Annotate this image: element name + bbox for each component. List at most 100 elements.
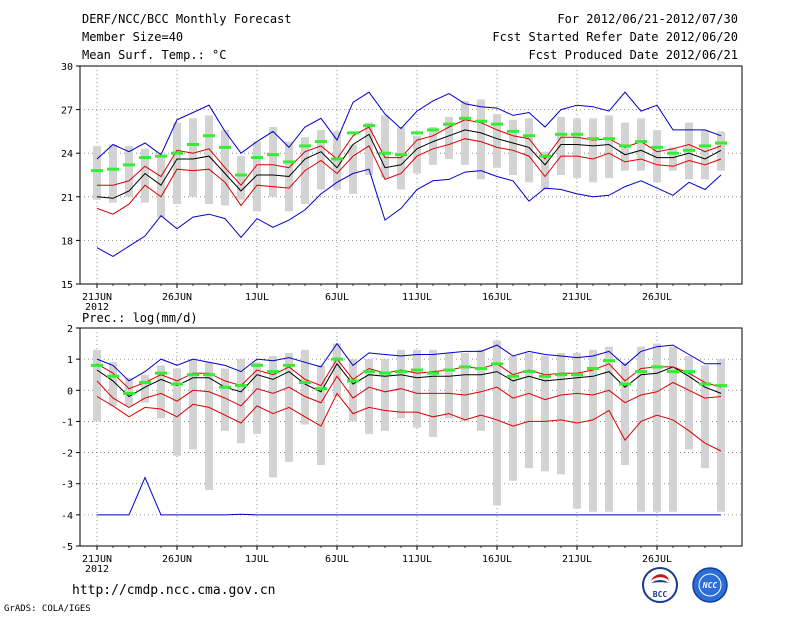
- marker-dash: [331, 357, 343, 361]
- x-year-label: 2012: [85, 564, 109, 575]
- spread-box: [381, 359, 389, 431]
- spread-box: [461, 100, 469, 165]
- outer_low-line: [97, 476, 721, 516]
- marker-dash: [187, 373, 199, 377]
- spread-box: [461, 352, 469, 422]
- inner_low-line: [96, 375, 722, 408]
- marker-dash: [459, 116, 471, 120]
- marker-dash: [123, 163, 135, 167]
- marker-dash: [171, 382, 183, 386]
- marker-dash: [443, 368, 455, 372]
- spread-box: [413, 349, 421, 428]
- ncc-logo-inner: [698, 573, 722, 597]
- spread-box: [541, 356, 549, 472]
- marker-dash: [251, 363, 263, 367]
- x-year-label: 2012: [85, 302, 109, 313]
- x-tick-label: 16JUL: [482, 292, 512, 303]
- spread-box: [125, 145, 133, 197]
- spread-box: [653, 343, 661, 512]
- spread-box: [573, 118, 581, 178]
- marker-dash: [219, 385, 231, 389]
- marker-dash: [91, 363, 103, 367]
- marker-dash: [699, 382, 711, 386]
- spread-box: [717, 359, 725, 512]
- spread-box: [125, 377, 133, 406]
- x-tick-label: 26JUL: [642, 554, 672, 565]
- x-tick-label: 1JUL: [245, 554, 269, 565]
- x-tick-label: 21JUL: [562, 554, 592, 565]
- marker-dash: [427, 128, 439, 132]
- marker-dash: [155, 371, 167, 375]
- spread-box: [269, 356, 277, 478]
- spread-box: [365, 359, 373, 434]
- spread-box: [173, 368, 181, 456]
- spread-box: [717, 131, 725, 171]
- x-tick-label: 11JUL: [402, 554, 432, 565]
- marker-dash: [555, 373, 567, 377]
- marker-dash: [411, 131, 423, 135]
- marker-dash: [507, 374, 519, 378]
- x-tick-label: 6JUL: [325, 554, 349, 565]
- marker-dash: [203, 134, 215, 138]
- x-tick-label: 11JUL: [402, 292, 432, 303]
- marker-dash: [635, 140, 647, 144]
- spread-box: [189, 118, 197, 197]
- inner_high-line: [97, 119, 722, 186]
- spread-box: [205, 115, 213, 205]
- bcc-logo-swirl-blue: [651, 580, 669, 583]
- marker-dash: [443, 122, 455, 126]
- spread-box: [669, 147, 677, 171]
- marker-dash: [523, 134, 535, 138]
- mean-line: [96, 129, 722, 199]
- spread-box: [237, 156, 245, 200]
- spread-box: [621, 362, 629, 466]
- footer-url[interactable]: http://cmdp.ncc.cma.gov.cn: [72, 583, 276, 598]
- marker-dash: [235, 384, 247, 388]
- spread-box: [701, 365, 709, 469]
- spread-box: [205, 362, 213, 490]
- header-left-line-3: Mean Surf. Temp.: °C: [82, 48, 227, 62]
- bcc-logo-text: BCC: [653, 590, 668, 599]
- marker-dash: [603, 359, 615, 363]
- header-right-line-3: Fcst Produced Date 2012/06/21: [528, 48, 738, 62]
- spread-box: [589, 118, 597, 183]
- x-tick-label: 21JUN: [82, 554, 112, 565]
- y-tick-label: 18: [61, 236, 73, 247]
- y-tick-label: 30: [61, 62, 73, 73]
- marker-dash: [651, 145, 663, 149]
- spread-box: [637, 118, 645, 171]
- marker-dash: [715, 141, 727, 145]
- header-left-line-1: DERF/NCC/BCC Monthly Forecast: [82, 12, 292, 26]
- spread-box: [685, 356, 693, 450]
- marker-dash: [603, 137, 615, 141]
- spread-box: [557, 352, 565, 475]
- spread-box: [445, 116, 453, 160]
- inner_high-line: [96, 358, 722, 390]
- marker-dash: [571, 132, 583, 136]
- x-tick-label: 26JUN: [162, 292, 192, 303]
- bcc-logo-swirl: [651, 574, 669, 581]
- marker-dash: [267, 370, 279, 374]
- y-tick-label: 27: [61, 106, 73, 117]
- marker-dash: [459, 365, 471, 369]
- marker-dash: [619, 144, 631, 148]
- marker-dash: [139, 156, 151, 160]
- marker-dash: [283, 363, 295, 367]
- marker-dash: [491, 122, 503, 126]
- spread-box: [557, 116, 565, 175]
- marker-dash: [139, 381, 151, 384]
- spread-box: [509, 119, 517, 175]
- outer_low-line: [96, 168, 722, 257]
- spread-box: [637, 346, 645, 512]
- marker-dash: [363, 370, 375, 374]
- y-tick-label: 1: [67, 355, 73, 366]
- spread-box: [701, 129, 709, 180]
- spread-box: [93, 349, 101, 422]
- marker-dash: [619, 382, 631, 386]
- spread-box: [349, 359, 357, 422]
- y-tick-label: 0: [67, 386, 73, 397]
- spread-box: [669, 346, 677, 512]
- spread-box: [477, 349, 485, 431]
- temperature-panel: 15 18 21 24 27 30 21JUN 26JUN 1JUL 6JUL 11JUL 16JUL…: [61, 62, 743, 313]
